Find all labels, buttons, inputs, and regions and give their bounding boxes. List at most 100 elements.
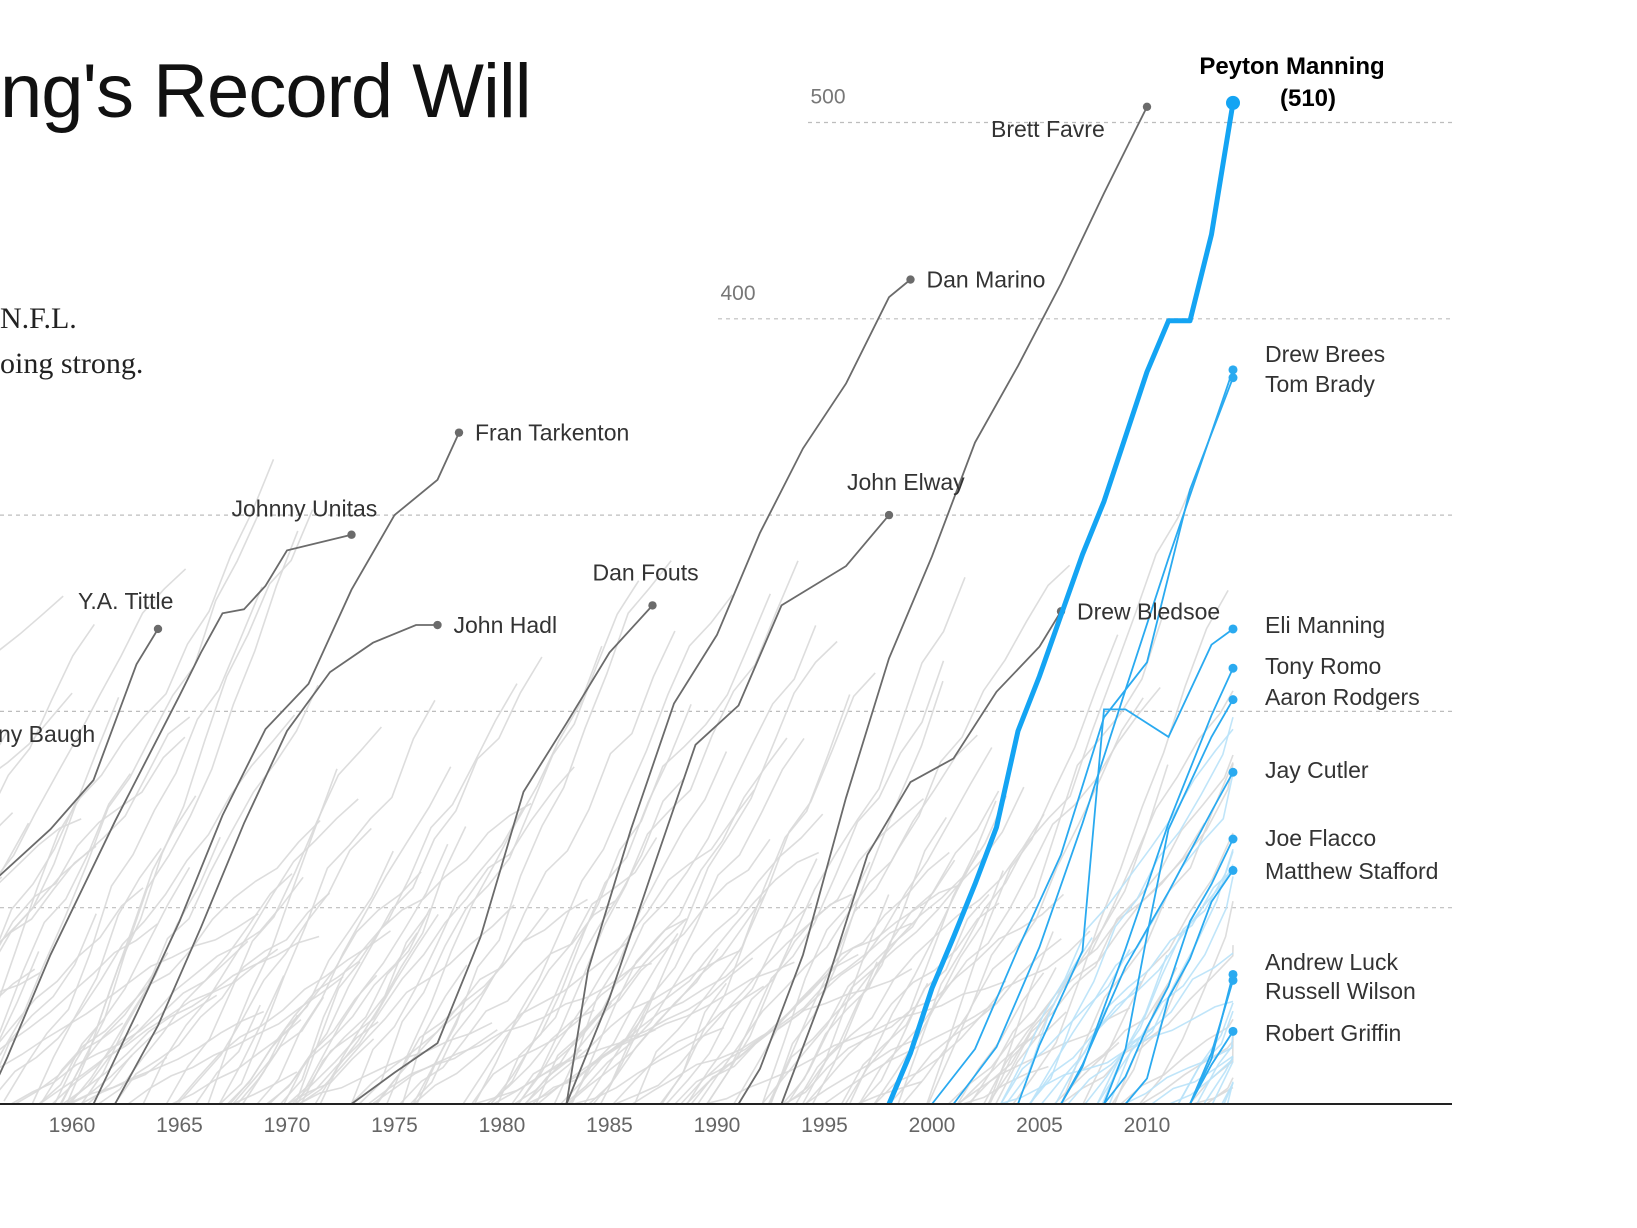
point-dan-marino xyxy=(906,275,915,284)
background-line xyxy=(781,859,956,1105)
line-drew-bledsoe xyxy=(780,610,1062,1105)
line-y-a-tittle xyxy=(0,628,159,877)
background-line xyxy=(350,898,588,1105)
background-line xyxy=(767,564,1071,1105)
background-line xyxy=(987,754,1234,1105)
background-line xyxy=(294,961,361,1105)
light-active-line xyxy=(1203,1056,1234,1105)
background-line xyxy=(704,980,1007,1105)
background-line xyxy=(531,902,813,1105)
background-line xyxy=(0,568,187,874)
label-sonny-baugh: ny Baugh xyxy=(0,721,95,747)
background-line xyxy=(399,900,616,1105)
background-line xyxy=(14,1022,124,1105)
background-line xyxy=(65,795,197,1105)
background-line xyxy=(294,766,575,1105)
label-drew-brees: Drew Brees xyxy=(1265,341,1385,367)
background-line xyxy=(0,714,296,1091)
light-active-line xyxy=(1211,1061,1234,1105)
background-line xyxy=(811,961,878,1105)
background-line xyxy=(573,1026,725,1105)
background-line xyxy=(0,913,259,1069)
y-tick-label-500: 500 xyxy=(810,86,845,109)
background-line xyxy=(0,458,275,999)
background-line xyxy=(1012,590,1229,1105)
background-line xyxy=(0,971,41,993)
x-axis: 1960 1965 1970 1975 1980 1985 1990 1995 2000 2005… xyxy=(0,1103,1452,1137)
background-line xyxy=(296,843,449,1105)
background-line xyxy=(0,623,95,795)
background-line xyxy=(219,699,436,1105)
background-line xyxy=(967,822,1206,1105)
background-line xyxy=(857,1080,923,1105)
background-line xyxy=(10,940,249,1105)
background-line xyxy=(298,1022,493,1105)
point-tom-brady xyxy=(1228,373,1238,383)
background-line xyxy=(401,964,468,1105)
label-jay-cutler: Jay Cutler xyxy=(1265,757,1369,783)
background-line xyxy=(69,836,221,1105)
point-aaron-rodgers xyxy=(1228,695,1238,705)
light-active-line xyxy=(1029,864,1234,1105)
background-line xyxy=(493,961,795,1105)
background-line xyxy=(0,923,158,1051)
line-john-elway xyxy=(565,514,890,1105)
background-line xyxy=(0,692,73,770)
background-line xyxy=(592,893,766,1105)
label-tony-romo: Tony Romo xyxy=(1265,653,1381,679)
point-john-hadl xyxy=(433,620,442,630)
background-line xyxy=(612,985,765,1105)
label-joe-flacco: Joe Flacco xyxy=(1265,825,1376,851)
line-fran-tarkenton xyxy=(92,432,460,1105)
background-line xyxy=(462,837,658,1105)
background-line xyxy=(690,851,950,1105)
background-line xyxy=(300,907,431,1105)
label-brett-favre: Brett Favre xyxy=(991,116,1105,142)
label-drew-bledsoe: Drew Bledsoe xyxy=(1077,598,1220,624)
background-line xyxy=(571,737,788,1105)
background-line xyxy=(0,513,260,1057)
background-line xyxy=(1138,901,1234,1105)
background-line xyxy=(350,807,525,1105)
background-line xyxy=(283,656,543,1105)
background-line xyxy=(3,586,263,1102)
point-eli-manning xyxy=(1228,624,1238,634)
label-matthew-stafford: Matthew Stafford xyxy=(1265,858,1438,884)
background-line xyxy=(1059,983,1169,1105)
background-line xyxy=(661,982,727,1105)
background-line xyxy=(599,640,838,1105)
point-johnny-unitas xyxy=(347,530,356,539)
background-line xyxy=(473,594,734,1105)
line-russell-wilson xyxy=(1189,980,1234,1105)
background-line xyxy=(947,763,1234,1105)
light-active-line xyxy=(1096,876,1234,1105)
background-line xyxy=(256,766,452,1105)
light-active-line xyxy=(1196,1044,1234,1105)
background-line xyxy=(995,764,1169,1105)
x-tick-label-2005: 2005 xyxy=(1016,1114,1063,1137)
label-robert-griffin: Robert Griffin xyxy=(1265,1020,1401,1046)
background-line xyxy=(38,866,191,1105)
x-tick-label-1995: 1995 xyxy=(801,1114,848,1137)
point-matthew-stafford xyxy=(1228,865,1238,875)
background-line xyxy=(0,716,191,944)
subtitle-line-1: N.F.L. xyxy=(0,302,77,335)
point-fran-tarkenton xyxy=(454,428,464,437)
background-line xyxy=(142,798,359,1105)
background-line xyxy=(496,703,692,1105)
label-andrew-luck: Andrew Luck xyxy=(1265,949,1398,975)
background-line xyxy=(0,876,3,880)
background-line xyxy=(0,818,82,884)
background-line xyxy=(51,1023,139,1105)
background-line xyxy=(569,932,679,1105)
background-line xyxy=(195,1004,261,1105)
background-line xyxy=(409,971,497,1105)
x-tick-label-1990: 1990 xyxy=(694,1114,741,1137)
background-line xyxy=(801,894,890,1105)
background-line xyxy=(66,876,304,1105)
y-tick-label-400: 400 xyxy=(720,282,755,305)
background-line xyxy=(859,893,990,1105)
label-peyton-manning-value: (510) xyxy=(1280,85,1336,112)
player-labels: Y.A. Tittle Johnny Unitas John Hadl Fran Ta… xyxy=(0,53,1438,1046)
x-tick-label-1980: 1980 xyxy=(479,1114,526,1137)
